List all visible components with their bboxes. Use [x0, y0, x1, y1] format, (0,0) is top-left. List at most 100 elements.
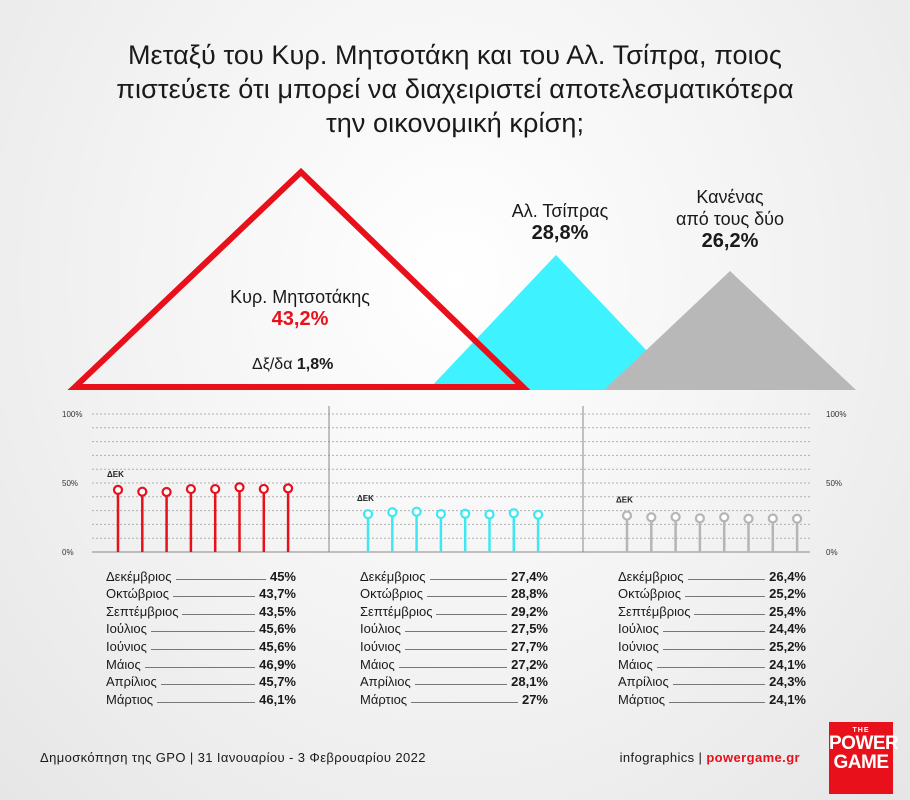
title-line: Μεταξύ του Κυρ. Μητσοτάκη και του Αλ. Τσ… [127, 40, 783, 70]
leader-line [160, 684, 256, 686]
month-label: Δεκέμβριος [106, 568, 172, 584]
lollipop-point [112, 484, 124, 496]
month-label: Μάιος [360, 656, 395, 672]
table-row: Ιούλιος 27,5% [360, 619, 548, 637]
value-label: 28,8% [511, 586, 548, 602]
value-label: 29,2% [511, 603, 548, 619]
lollipop-point [210, 483, 221, 495]
summary-triangles [67, 167, 856, 390]
month-label: Ιούλιος [618, 621, 659, 637]
month-label: Μάρτιος [618, 691, 666, 707]
lollipop-point [719, 512, 730, 523]
table-row: Ιούλιος 24,4% [618, 619, 806, 637]
table-none: Δεκέμβριος 26,4% Οκτώβριος 25,2% Σεπτέμβριος… [618, 566, 806, 707]
table-row: Δεκέμβριος 27,4% [360, 566, 548, 584]
lollipop-point [621, 510, 633, 521]
leader-line [672, 684, 766, 686]
mitsotakis-value: 43,2% [271, 308, 329, 330]
month-label: Απρίλιος [618, 674, 669, 690]
lollipop-charts: 0% 0% 50% 50% 100% 100% ΔΕΚ ΔΕΚ ΔΕΚ [62, 406, 846, 557]
value-label: 28,1% [511, 674, 548, 690]
table-row: Ιούνιος 45,6% [106, 636, 296, 654]
lollipop-point [791, 513, 803, 524]
first-point-label: ΔΕΚ [357, 494, 374, 503]
value-label: 25,2% [769, 638, 806, 654]
leader-line [684, 596, 766, 598]
y-tick-label-right: 100% [826, 410, 846, 419]
leader-line [144, 666, 256, 668]
first-point-label: ΔΕΚ [616, 496, 633, 505]
lollipop-point [694, 513, 706, 524]
value-label: 45% [269, 568, 296, 584]
table-row: Δεκέμβριος 26,4% [618, 566, 806, 584]
value-label: 26,4% [769, 568, 806, 584]
none-label-line1: Κανένας [696, 187, 764, 207]
none-value: 26,2% [701, 230, 759, 252]
table-mitsotakis: Δεκέμβριος 45% Οκτώβριος 43,7% Σεπτέμβριος 43… [106, 566, 296, 707]
leader-line [175, 578, 266, 580]
lollipop-point [435, 508, 446, 520]
lollipop-point [283, 483, 294, 494]
table-row: Απρίλιος 45,7% [106, 672, 296, 690]
lollipop-point [258, 483, 269, 495]
month-label: Δεκέμβριος [360, 568, 426, 584]
leader-line [398, 666, 508, 668]
month-label: Ιούλιος [360, 621, 401, 637]
leader-line [172, 596, 256, 598]
lollipop-point [234, 482, 245, 493]
lollipop-point [670, 511, 681, 523]
month-label: Οκτώβριος [618, 586, 681, 602]
value-label: 27% [521, 691, 548, 707]
month-label: Απρίλιος [360, 674, 411, 690]
leader-line [157, 701, 256, 703]
leader-line [150, 648, 256, 650]
lollipop-point [508, 508, 519, 519]
month-label: Μάιος [106, 656, 141, 672]
table-row: Σεπτέμβριος 29,2% [360, 601, 548, 619]
value-label: 46,1% [259, 691, 296, 707]
month-label: Οκτώβριος [360, 586, 423, 602]
dk-summary: Δξ/δα 1,8% [252, 356, 333, 374]
month-label: Δεκέμβριος [618, 568, 684, 584]
month-label: Απρίλιος [106, 674, 157, 690]
title-line: πιστεύετε ότι μπορεί να διαχειριστεί απο… [116, 74, 794, 104]
y-tick-label-left: 100% [62, 410, 82, 419]
month-label: Μάιος [618, 656, 653, 672]
none-summary: Κανένας από τους δύο 26,2% [640, 186, 820, 252]
table-row: Ιούνιος 27,7% [360, 636, 548, 654]
first-point-label: ΔΕΚ [107, 470, 124, 479]
leader-line [414, 684, 508, 686]
table-row: Οκτώβριος 28,8% [360, 584, 548, 602]
footer-source: Δημοσκόπηση της GPO | 31 Ιανουαρίου - 3 … [40, 750, 426, 765]
lollipop-point [460, 508, 471, 519]
table-row: Οκτώβριος 43,7% [106, 584, 296, 602]
month-label: Σεπτέμβριος [106, 603, 179, 619]
table-row: Δεκέμβριος 45% [106, 566, 296, 584]
none-triangle [604, 271, 856, 390]
table-row: Απρίλιος 24,3% [618, 672, 806, 690]
dk-value: 1,8% [296, 356, 334, 373]
lollipop-point [532, 509, 544, 520]
leader-line [411, 701, 518, 703]
value-label: 43,7% [259, 586, 296, 602]
lollipop-point [767, 513, 778, 524]
tsipras-summary: Αλ. Τσίπρας 28,8% [480, 200, 640, 244]
month-label: Σεπτέμβριος [360, 603, 433, 619]
table-row: Μάιος 27,2% [360, 654, 548, 672]
leader-line [404, 631, 508, 633]
value-label: 25,4% [769, 603, 806, 619]
lollipop-point [411, 506, 422, 517]
table-row: Μάιος 46,9% [106, 654, 296, 672]
credit-prefix: infographics | [619, 750, 707, 765]
lollipop-point [387, 507, 398, 518]
value-label: 27,2% [511, 656, 548, 672]
leader-line [182, 613, 256, 615]
table-row: Σεπτέμβριος 43,5% [106, 601, 296, 619]
lollipop-point [185, 483, 196, 495]
month-label: Σεπτέμβριος [618, 603, 691, 619]
lollipop-point [362, 509, 374, 520]
table-row: Ιούνιος 25,2% [618, 636, 806, 654]
y-tick-label-left: 50% [62, 479, 78, 488]
leader-line [694, 613, 766, 615]
table-row: Μάρτιος 46,1% [106, 689, 296, 707]
